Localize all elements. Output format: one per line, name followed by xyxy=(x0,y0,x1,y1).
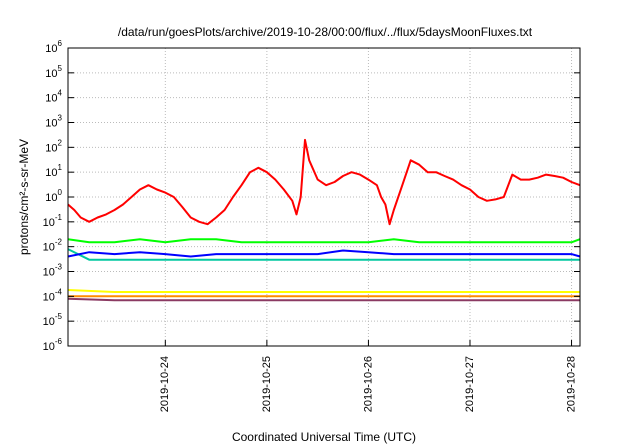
y-tick-label: 105 xyxy=(45,64,62,80)
y-axis-label: protons/cm²-s-sr-MeV xyxy=(17,139,31,255)
y-tick-label: 10-5 xyxy=(43,312,63,328)
y-tick-label: 10-1 xyxy=(43,213,63,229)
x-tick-label: 2019-10-24 xyxy=(159,356,171,412)
y-tick-label: 100 xyxy=(45,188,62,204)
series-line xyxy=(67,238,581,244)
x-tick-label: 2019-10-26 xyxy=(362,356,374,412)
chart-title: /data/run/goesPlots/archive/2019-10-28/0… xyxy=(118,25,533,39)
x-tick-label: 2019-10-25 xyxy=(261,356,273,412)
y-tick-label: 104 xyxy=(45,89,62,105)
axis-ticks: 2019-10-24 2019-10-25 2019-10-26 2019-10-27… xyxy=(43,39,580,412)
y-tick-label: 101 xyxy=(45,163,62,179)
y-tick-label: 103 xyxy=(45,114,62,130)
x-axis-label: Coordinated Universal Time (UTC) xyxy=(232,430,416,444)
series-line xyxy=(67,297,580,302)
x-tick-label: 2019-10-27 xyxy=(464,356,476,412)
y-tick-label: 10-2 xyxy=(43,238,63,254)
x-tick-label: 2019-10-28 xyxy=(565,356,577,412)
y-tick-label: 102 xyxy=(45,138,62,154)
y-tick-label: 106 xyxy=(45,39,62,55)
series-line xyxy=(67,138,581,226)
series-line xyxy=(67,248,580,261)
series-group xyxy=(67,138,581,302)
y-tick-label: 10-4 xyxy=(43,287,63,303)
y-tick-label: 10-3 xyxy=(43,263,63,279)
series-line xyxy=(67,249,581,258)
series-line xyxy=(67,289,580,293)
y-tick-label: 10-6 xyxy=(43,337,63,353)
